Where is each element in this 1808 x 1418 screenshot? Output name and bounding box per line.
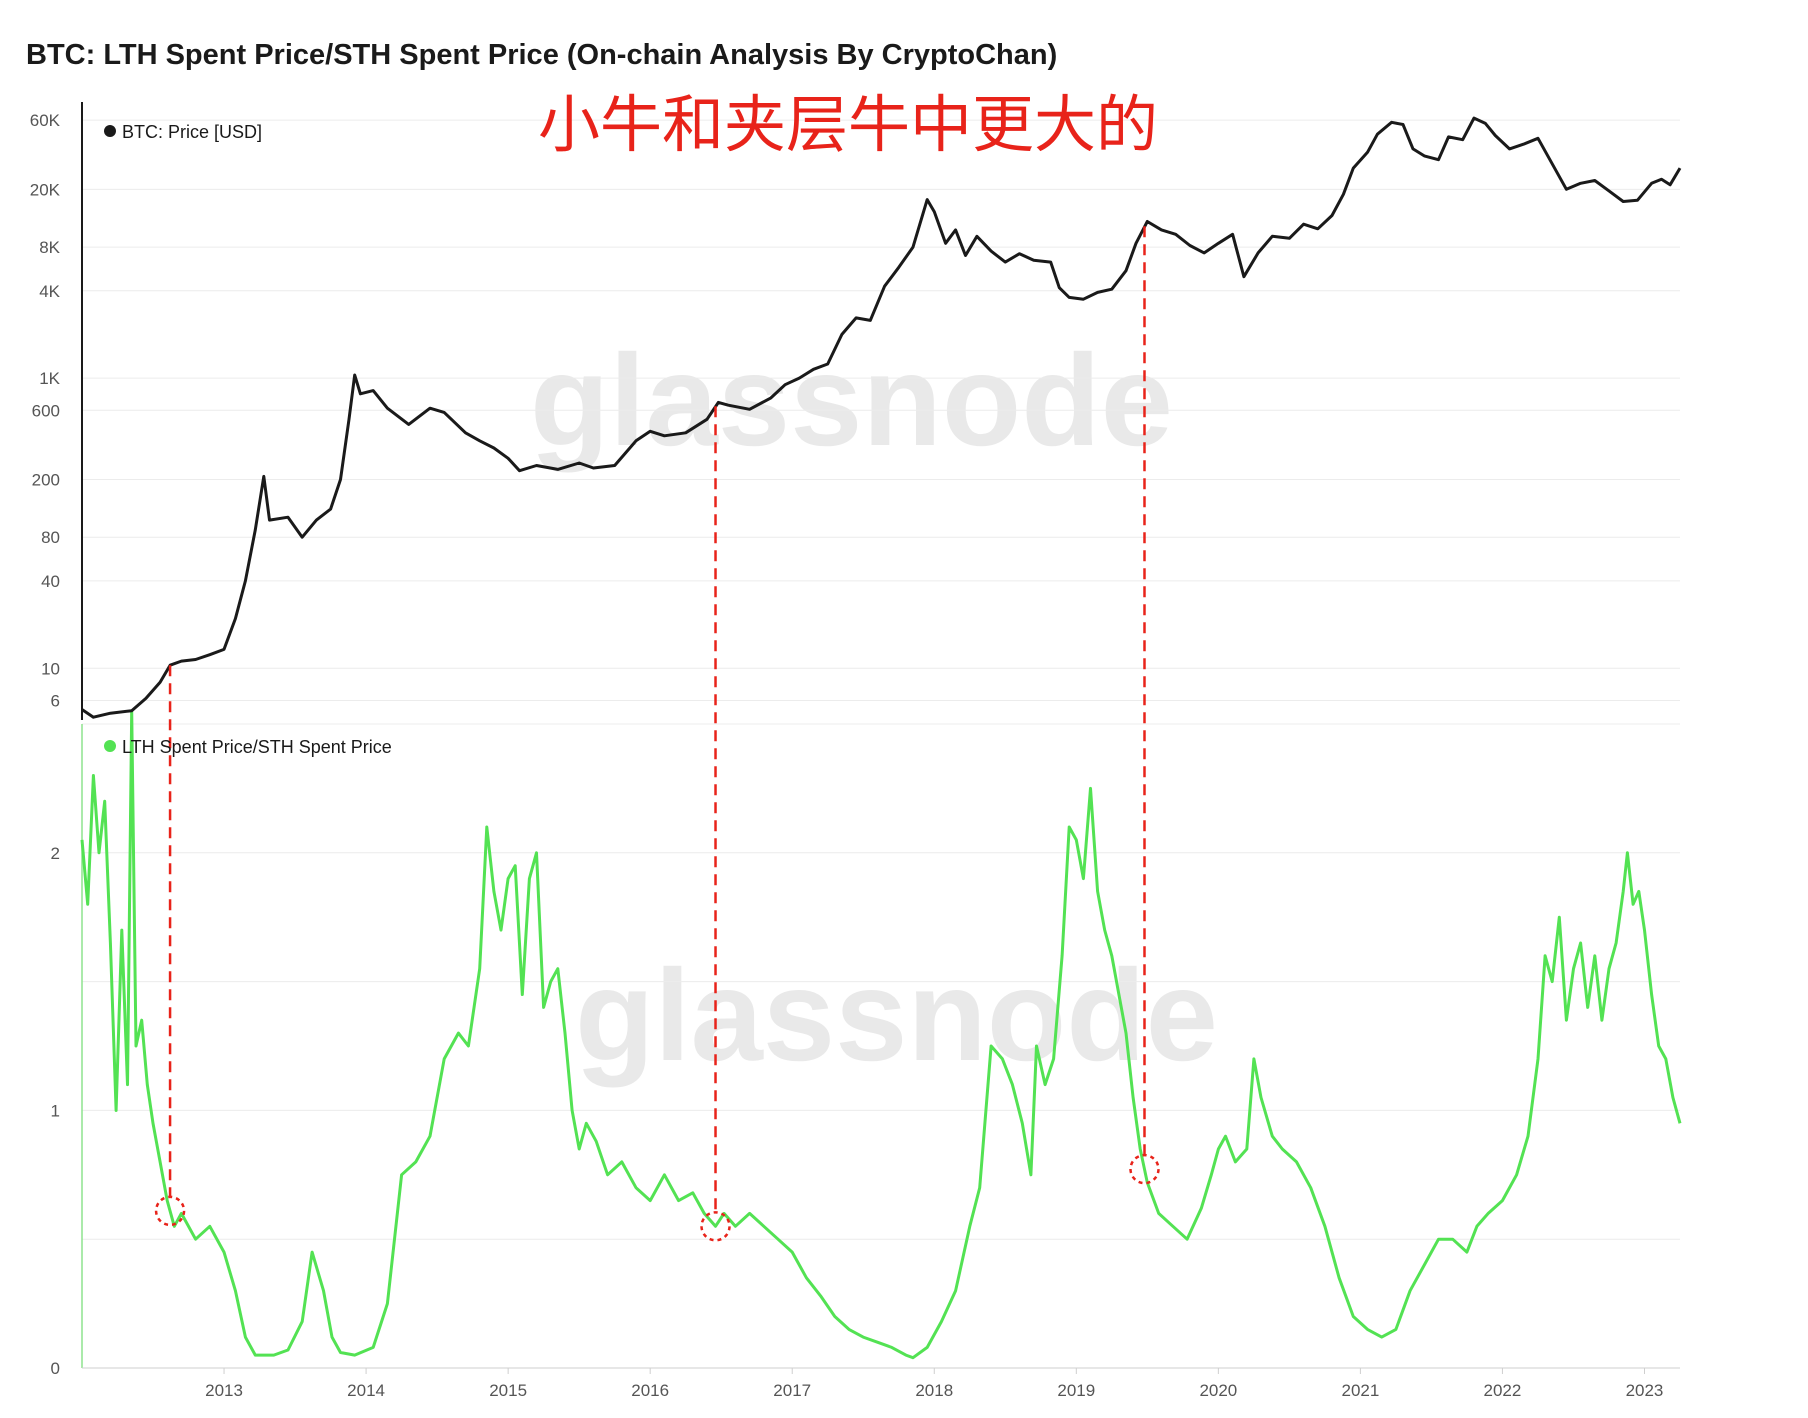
- x-tick-2: 2015: [489, 1381, 527, 1400]
- price-y-tick-3: 4K: [39, 282, 60, 301]
- x-tick-labels: 2013 2014 2015 2016 2017 2018 2019 2020 2021 2022…: [205, 1368, 1663, 1400]
- price-y-tick-6: 200: [32, 471, 60, 490]
- price-y-tick-4: 1K: [39, 369, 60, 388]
- x-tick-4: 2017: [773, 1381, 811, 1400]
- marker-circle-0: [154, 1195, 186, 1227]
- ratio-y-tick-1: 1: [51, 1101, 60, 1120]
- annotation-markers: [154, 226, 1160, 1242]
- price-y-tick-7: 80: [41, 528, 60, 547]
- price-y-tick-2: 8K: [39, 238, 60, 257]
- price-y-tick-labels: 60K 20K 8K 4K 1K 600 200 80 40 10 6: [30, 111, 61, 710]
- price-legend-dot: [104, 125, 116, 137]
- x-tick-5: 2018: [915, 1381, 953, 1400]
- ratio-y-tick-labels: 2 1 0: [51, 844, 60, 1378]
- ratio-gridlines: [82, 723, 1680, 1369]
- marker-circle-2: [1129, 1153, 1160, 1185]
- price-legend-label: BTC: Price [USD]: [122, 122, 262, 142]
- price-gridlines: [82, 119, 1680, 701]
- ratio-series-line: [80, 709, 1682, 1360]
- price-y-tick-10: 6: [51, 691, 60, 710]
- ratio-y-tick-2: 0: [51, 1359, 60, 1378]
- x-tick-0: 2013: [205, 1381, 243, 1400]
- ratio-legend-label: LTH Spent Price/STH Spent Price: [122, 737, 392, 757]
- x-tick-1: 2014: [347, 1381, 385, 1400]
- watermark-price-panel: glassnode: [530, 327, 1173, 473]
- watermark-ratio-panel: glassnode: [575, 942, 1218, 1088]
- price-y-tick-0: 60K: [30, 111, 61, 130]
- price-y-tick-1: 20K: [30, 180, 61, 199]
- red-annotation-text: 小牛和夹层牛中更大的: [538, 91, 1158, 160]
- price-y-tick-8: 40: [41, 572, 60, 591]
- x-tick-10: 2023: [1626, 1381, 1664, 1400]
- x-tick-9: 2022: [1484, 1381, 1522, 1400]
- x-tick-3: 2016: [631, 1381, 669, 1400]
- marker-circle-1: [700, 1211, 731, 1242]
- price-series-line: [81, 116, 1682, 719]
- x-tick-7: 2020: [1199, 1381, 1237, 1400]
- x-tick-6: 2019: [1057, 1381, 1095, 1400]
- ratio-legend-dot: [104, 740, 116, 752]
- ratio-y-tick-0: 2: [51, 844, 60, 863]
- price-y-tick-9: 10: [41, 659, 60, 678]
- x-tick-8: 2021: [1341, 1381, 1379, 1400]
- price-y-tick-5: 600: [32, 401, 60, 420]
- chart-title: BTC: LTH Spent Price/STH Spent Price (On…: [26, 39, 1057, 71]
